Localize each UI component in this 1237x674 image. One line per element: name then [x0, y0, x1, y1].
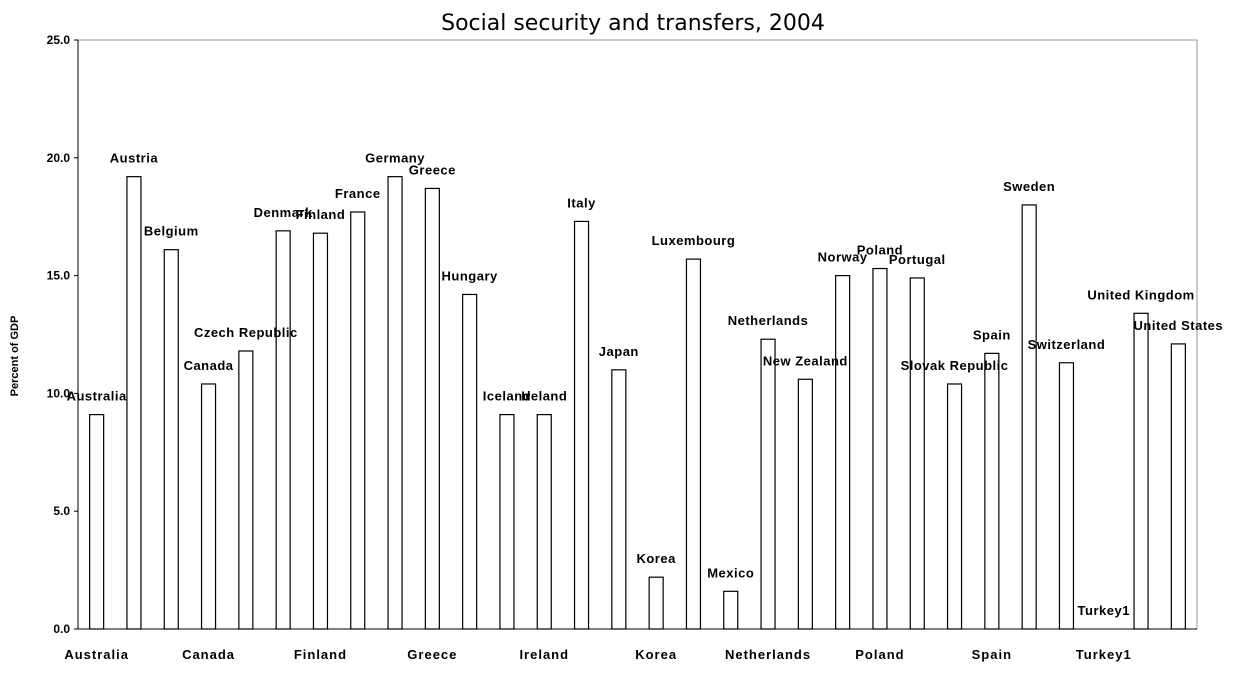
bar [1170, 343, 1186, 630]
bar-data-label: Ireland [521, 389, 567, 404]
bar [424, 187, 440, 630]
bar-data-label: Japan [599, 344, 639, 359]
bar-data-label: Hungary [442, 268, 499, 283]
chart-title: Social security and transfers, 2004 [441, 11, 825, 36]
y-tick-label: 10.0 [47, 386, 71, 400]
bar [1021, 204, 1037, 630]
y-tick-label: 20.0 [47, 151, 71, 165]
bar-data-label: New Zealand [763, 353, 848, 368]
bar-data-label: Spain [973, 327, 1011, 342]
bar-data-label: Australia [67, 389, 127, 404]
bar-data-label: Switzerland [1028, 337, 1106, 352]
x-axis-ticks: Australia Canada Finland Greece Ireland Korea… [64, 647, 1132, 662]
bar [573, 220, 590, 630]
x-tick-label: Korea [635, 647, 677, 662]
bar [275, 230, 291, 630]
bar [238, 350, 254, 630]
bar [536, 414, 552, 630]
bar [685, 258, 702, 630]
bar-data-label: Austria [110, 151, 159, 166]
bar-data-label: France [335, 186, 381, 201]
bar-data-label: United Kingdom [1087, 287, 1194, 302]
bar-data-label: Germany [365, 151, 425, 166]
y-tick-label: 25.0 [47, 33, 71, 47]
x-tick-label: Turkey1 [1076, 647, 1132, 662]
bar-data-label: Iceland [483, 389, 531, 404]
y-tick-label: 5.0 [53, 504, 70, 518]
bar [126, 176, 142, 630]
bar-data-label: Denmark [254, 205, 313, 220]
x-tick-label: Finland [294, 647, 347, 662]
bar-data-label: Poland [857, 243, 903, 258]
bar-data-label: Netherlands [728, 313, 809, 328]
bar-data-label: Czech Republic [194, 325, 298, 340]
y-axis-label: Percent of GDP [9, 316, 21, 397]
x-tick-label: Poland [855, 647, 904, 662]
bar [872, 267, 888, 630]
x-tick-label: Spain [972, 647, 1012, 662]
bar-data-label: United States [1134, 318, 1224, 333]
bar [835, 275, 851, 630]
y-axis-ticks: 0.0 5.0 10.0 15.0 20.0 25.0 [47, 33, 78, 636]
y-tick-label: 0.0 [53, 622, 70, 636]
bar [797, 378, 813, 630]
bar-data-label: Belgium [144, 224, 199, 239]
bar-data-label: Portugal [889, 252, 946, 267]
bars [89, 176, 1186, 630]
bar [723, 590, 739, 630]
bar-data-label: Canada [184, 358, 234, 373]
bar [387, 176, 403, 630]
bar [946, 383, 963, 630]
bar-data-label: Sweden [1003, 179, 1055, 194]
bar-data-label: Finland [296, 207, 346, 222]
x-tick-label: Netherlands [725, 647, 811, 662]
bar-data-label: Luxembourg [652, 233, 736, 248]
y-tick-label: 15.0 [47, 269, 71, 283]
bar [89, 414, 105, 630]
x-tick-label: Greece [407, 647, 457, 662]
bar [462, 293, 478, 630]
bar [760, 338, 776, 630]
bar [909, 277, 925, 630]
bar [200, 383, 217, 630]
bar [648, 576, 664, 630]
bar [1058, 362, 1075, 630]
bar [499, 414, 515, 630]
bar [984, 352, 1000, 630]
x-tick-label: Canada [182, 647, 235, 662]
bar-data-label: Italy [567, 195, 596, 210]
bar [1133, 312, 1149, 630]
data-labels: Australia Austria Belgium Canada Czech Repub… [67, 151, 1224, 618]
bar [611, 369, 627, 630]
bar [350, 211, 366, 630]
bar-data-label: Korea [636, 551, 676, 566]
bar [312, 232, 329, 630]
bar-data-label: Mexico [707, 565, 754, 580]
x-tick-label: Ireland [519, 647, 569, 662]
bar-data-label: Turkey1 [1078, 603, 1130, 618]
bar [163, 249, 179, 630]
bar-data-label: Greece [409, 162, 456, 177]
bar-data-label: Norway [818, 250, 868, 265]
bar-data-label: Slovak Republic [901, 358, 1009, 373]
x-tick-label: Australia [64, 647, 129, 662]
y-axis-label-group: Percent of GDP [9, 316, 21, 397]
